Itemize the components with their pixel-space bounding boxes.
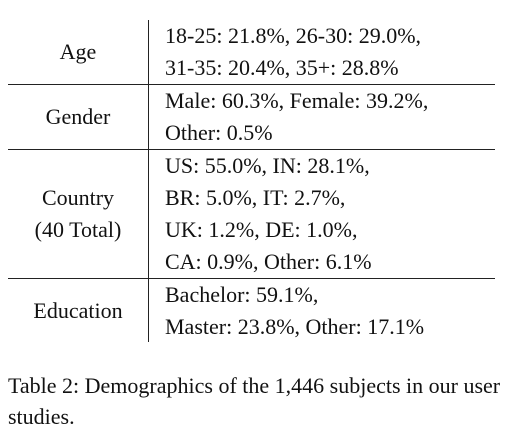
column-rule — [148, 20, 149, 342]
cell-line: Bachelor: 59.1%, — [165, 282, 319, 307]
caption-label: Table 2: — [8, 373, 80, 398]
row-label: Country — [41, 185, 115, 210]
cell-line: US: 55.0%, IN: 28.1%, — [165, 153, 370, 178]
caption-text: Demographics of the 1,446 subjects in ou… — [8, 373, 501, 429]
cell-line: BR: 5.0%, IT: 2.7%, — [165, 185, 346, 210]
cell-line: CA: 0.9%, Other: 6.1% — [165, 249, 372, 274]
cell-line: Male: 60.3%, Female: 39.2%, — [165, 88, 429, 113]
row-rule — [8, 278, 495, 279]
row-rule — [8, 149, 495, 150]
row-label: Gender — [45, 104, 111, 129]
cell-line: Other: 0.5% — [165, 120, 273, 145]
cell-line: 31-35: 20.4%, 35+: 28.8% — [165, 55, 399, 80]
row-label: Education — [33, 298, 123, 323]
cell-line: Master: 23.8%, Other: 17.1% — [165, 314, 425, 339]
cell-line: UK: 1.2%, DE: 1.0%, — [165, 217, 358, 242]
row-label: (40 Total) — [34, 217, 122, 242]
caption: Table 2: Demographics of the 1,446 subje… — [8, 370, 508, 432]
row-rule — [8, 84, 495, 85]
row-label: Age — [59, 39, 97, 64]
cell-line: 18-25: 21.8%, 26-30: 29.0%, — [165, 23, 422, 48]
